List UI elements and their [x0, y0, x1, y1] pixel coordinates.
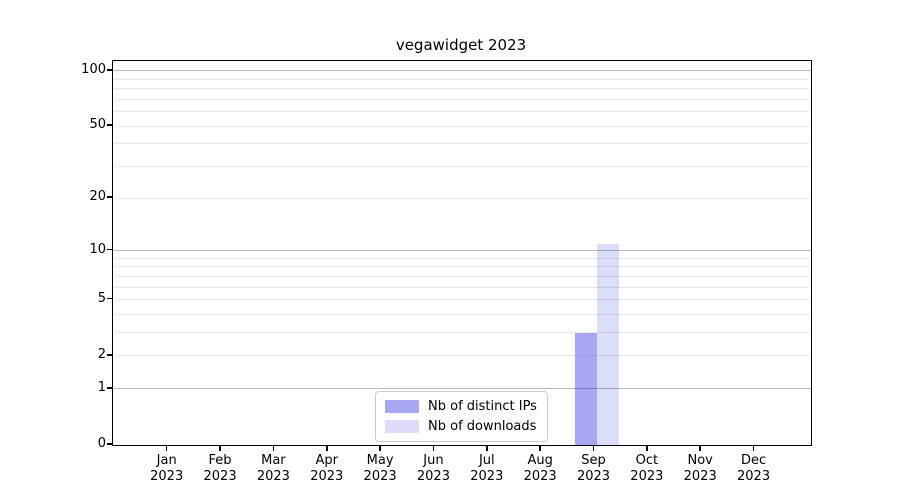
- legend-item: Nb of distinct IPs: [385, 399, 537, 414]
- y-tick-label: 10: [89, 241, 106, 257]
- x-tick-year: 2023: [150, 469, 184, 484]
- major-gridline: [113, 388, 811, 390]
- y-tick-label: 0: [97, 436, 106, 451]
- y-tick-label: 1: [97, 379, 106, 395]
- x-tick-label: Nov 2023: [668, 453, 732, 485]
- x-tick-month: Apr: [315, 453, 339, 468]
- x-tick-mark: [539, 445, 541, 451]
- x-tick-month: Aug: [527, 453, 553, 468]
- bar-downloads: [596, 243, 619, 445]
- y-tick-mark: [107, 297, 112, 300]
- y-tick-mark: [107, 443, 112, 445]
- x-tick-mark: [165, 445, 168, 451]
- x-tick-month: Jul: [478, 453, 495, 468]
- y-tick-mark: [107, 124, 112, 126]
- x-tick-mark: [486, 445, 488, 451]
- x-tick-year: 2023: [470, 469, 504, 484]
- x-tick-label: Apr 2023: [295, 453, 359, 485]
- x-tick-year: 2023: [576, 469, 611, 484]
- legend-swatch-icon: [385, 420, 419, 433]
- minor-gridline: [113, 275, 811, 277]
- minor-gridline: [113, 314, 811, 315]
- legend-swatch-icon: [385, 400, 419, 413]
- y-tick-mark: [107, 196, 112, 198]
- x-tick-label: Jan 2023: [135, 453, 199, 485]
- y-tick-mark: [107, 69, 112, 71]
- minor-gridline: [113, 299, 811, 301]
- x-tick-label: Sep 2023: [562, 453, 626, 485]
- minor-gridline: [113, 257, 811, 259]
- x-tick-month: Sep: [581, 453, 606, 468]
- legend-label: Nb of distinct IPs: [428, 399, 537, 414]
- y-tick-mark: [107, 248, 112, 251]
- bars-layer: [113, 61, 811, 445]
- x-tick-mark: [379, 445, 381, 451]
- y-tick-label: 2: [97, 346, 106, 362]
- x-tick-year: 2023: [363, 469, 397, 484]
- minor-gridline: [113, 355, 811, 357]
- x-tick-label: Mar 2023: [241, 453, 305, 485]
- minor-gridline: [113, 143, 811, 145]
- minor-gridline: [113, 197, 811, 199]
- x-tick-mark: [752, 445, 755, 451]
- minor-gridline: [113, 98, 811, 100]
- legend: Nb of distinct IPs Nb of downloads: [375, 391, 548, 442]
- gridlines-layer: [113, 61, 811, 445]
- x-tick-mark: [699, 445, 701, 451]
- x-tick-month: Nov: [687, 453, 713, 468]
- x-tick-year: 2023: [737, 469, 771, 484]
- minor-gridline: [113, 78, 811, 80]
- minor-gridline: [113, 88, 811, 90]
- x-tick-year: 2023: [310, 469, 344, 484]
- y-tick-mark: [107, 354, 112, 356]
- x-tick-year: 2023: [416, 469, 450, 484]
- x-tick-mark: [646, 445, 648, 451]
- y-tick-label: 20: [89, 189, 106, 205]
- x-tick-year: 2023: [256, 469, 290, 484]
- legend-label: Nb of downloads: [428, 419, 537, 434]
- x-tick-label: Aug 2023: [508, 453, 572, 485]
- x-tick-label: Jun 2023: [401, 453, 465, 485]
- bar-distinct-ips: [574, 332, 597, 445]
- x-tick-mark: [272, 445, 275, 451]
- y-tick-mark: [107, 387, 112, 389]
- x-tick-month: Dec: [740, 453, 767, 468]
- x-tick-mark: [592, 445, 595, 451]
- x-tick-month: May: [366, 453, 394, 468]
- plot-area: Nb of distinct IPs Nb of downloads: [112, 60, 812, 446]
- x-tick-month: Oct: [635, 453, 659, 468]
- chart-title: vegawidget 2023: [395, 36, 527, 54]
- y-tick-label: 5: [97, 290, 106, 306]
- x-tick-label: Oct 2023: [615, 453, 679, 485]
- major-gridline: [113, 70, 811, 72]
- x-tick-mark: [432, 445, 435, 451]
- minor-gridline: [113, 111, 811, 113]
- major-gridline: [113, 250, 811, 252]
- x-tick-year: 2023: [523, 469, 557, 484]
- x-tick-year: 2023: [203, 469, 237, 484]
- x-tick-label: May 2023: [348, 453, 412, 485]
- x-tick-month: Mar: [261, 453, 286, 468]
- y-tick-label: 50: [89, 117, 106, 133]
- x-tick-month: Jan: [156, 453, 177, 468]
- x-tick-mark: [219, 445, 221, 451]
- x-tick-label: Feb 2023: [188, 453, 252, 485]
- x-tick-month: Jun: [423, 453, 444, 468]
- minor-gridline: [113, 286, 811, 288]
- minor-gridline: [113, 332, 811, 334]
- minor-gridline: [113, 266, 811, 268]
- legend-item: Nb of downloads: [385, 419, 537, 434]
- x-tick-label: Jul 2023: [455, 453, 519, 485]
- x-tick-year: 2023: [630, 469, 664, 484]
- y-tick-label: 100: [81, 61, 106, 77]
- minor-gridline: [113, 125, 811, 127]
- x-tick-year: 2023: [683, 469, 717, 484]
- minor-gridline: [113, 166, 811, 168]
- x-tick-month: Feb: [208, 453, 232, 468]
- x-tick-mark: [326, 445, 328, 451]
- x-tick-label: Dec 2023: [722, 453, 786, 485]
